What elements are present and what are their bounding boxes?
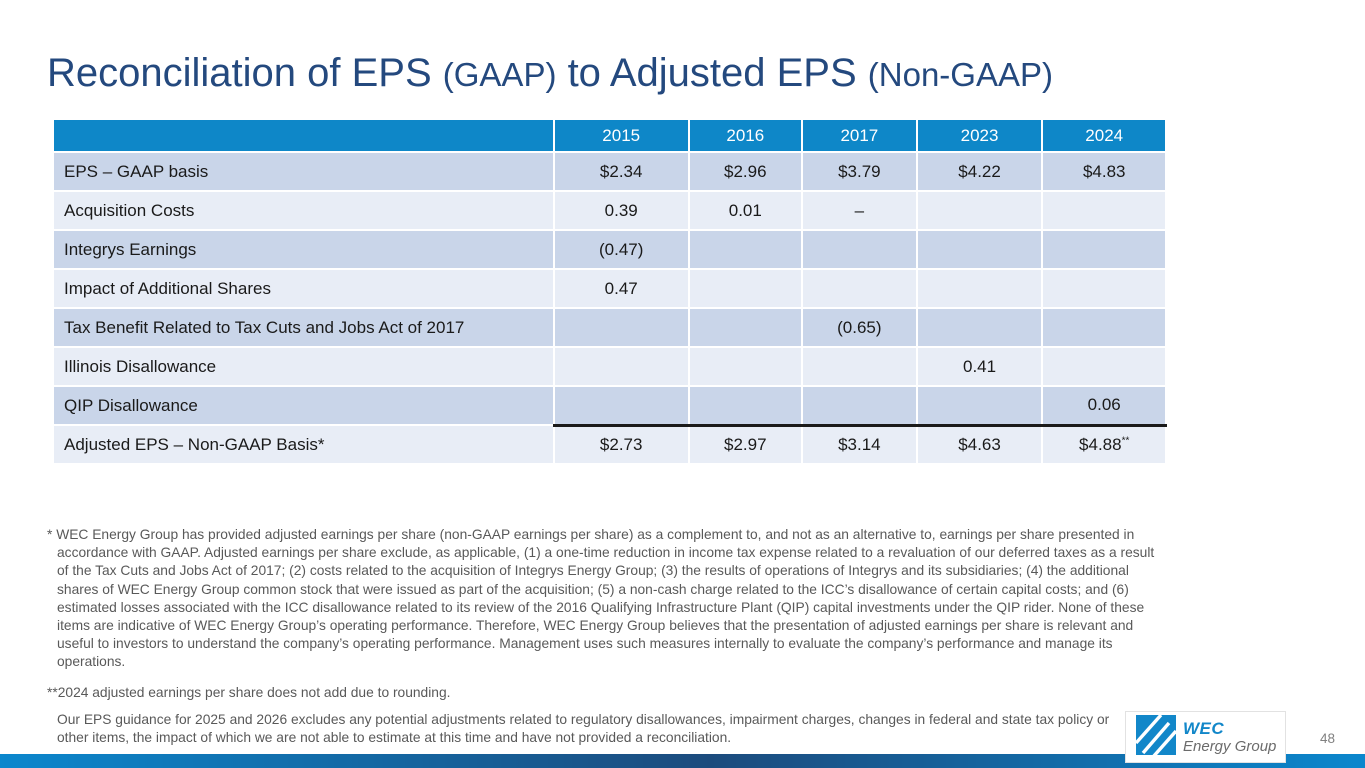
- row-label: Impact of Additional Shares: [52, 268, 555, 309]
- row-label: QIP Disallowance: [52, 385, 555, 426]
- title-segment-gaap: (GAAP): [442, 56, 557, 93]
- row-label: Tax Benefit Related to Tax Cuts and Jobs…: [52, 307, 555, 348]
- page-number: 48: [1320, 731, 1336, 746]
- cell-value: $4.63: [915, 423, 1044, 465]
- row-label: Integrys Earnings: [52, 229, 555, 270]
- title-segment-nongaap: (Non-GAAP): [867, 56, 1053, 93]
- cell-value: $2.73: [552, 423, 690, 465]
- cell-value: [1041, 268, 1167, 309]
- year-column-header: 2016: [687, 118, 804, 153]
- row-label: EPS – GAAP basis: [52, 151, 555, 192]
- wec-logo-icon: [1134, 713, 1178, 760]
- cell-value: $4.88**: [1041, 423, 1167, 465]
- table-corner-cell: [52, 118, 555, 153]
- cell-value: $2.97: [687, 423, 804, 465]
- wec-logo-wordmark: WEC Energy Group: [1183, 718, 1277, 755]
- cell-value: 0.41: [915, 346, 1044, 387]
- cell-value: [552, 307, 690, 348]
- cell-value: 0.47: [552, 268, 690, 309]
- cell-value: [687, 385, 804, 426]
- table-row: Tax Benefit Related to Tax Cuts and Jobs…: [52, 307, 1167, 348]
- row-label: Acquisition Costs: [52, 190, 555, 231]
- table-row: Impact of Additional Shares 0.47: [52, 268, 1167, 309]
- cell-value: [1041, 346, 1167, 387]
- wec-logo-text: WEC: [1183, 718, 1225, 738]
- cell-value: [801, 346, 918, 387]
- cell-value: [915, 268, 1044, 309]
- cell-value: [552, 385, 690, 426]
- cell-value: [1041, 190, 1167, 231]
- cell-value: $4.83: [1041, 151, 1167, 192]
- table-header-row: 2015 2016 2017 2023 2024: [52, 118, 1167, 153]
- cell-value: $3.14: [801, 423, 918, 465]
- footnote-guidance: Our EPS guidance for 2025 and 2026 exclu…: [57, 712, 1110, 746]
- cell-value: [552, 346, 690, 387]
- row-label: Adjusted EPS – Non-GAAP Basis*: [52, 424, 555, 465]
- cell-value: 0.01: [687, 190, 804, 231]
- cell-value: $3.79: [801, 151, 918, 192]
- eps-reconciliation-table: 2015 2016 2017 2023 2024 EPS – GAAP basis $2.…: [52, 118, 1167, 465]
- cell-value: [801, 385, 918, 426]
- table-row: EPS – GAAP basis $2.34 $2.96 $3.79 $4.22 $4.8…: [52, 151, 1167, 192]
- table-body: EPS – GAAP basis $2.34 $2.96 $3.79 $4.22 $4.8…: [52, 151, 1167, 465]
- cell-value: –: [801, 190, 918, 231]
- cell-value: (0.65): [801, 307, 918, 348]
- table-row: QIP Disallowance 0.06: [52, 385, 1167, 426]
- cell-value: [687, 268, 804, 309]
- year-column-header: 2017: [801, 118, 918, 153]
- wec-energy-group-logo: WEC Energy Group: [1125, 711, 1286, 763]
- cell-value: [1041, 229, 1167, 270]
- footnote-marker: **: [1121, 435, 1130, 447]
- page-title: Reconciliation of EPS (GAAP) to Adjusted…: [47, 48, 1297, 100]
- table-row: Illinois Disallowance 0.41: [52, 346, 1167, 387]
- cell-value: [915, 229, 1044, 270]
- table-row: Acquisition Costs 0.39 0.01–: [52, 190, 1167, 231]
- wec-logo-subtext: Energy Group: [1183, 737, 1277, 755]
- cell-value: $4.22: [915, 151, 1044, 192]
- cell-value: [687, 229, 804, 270]
- cell-value: [687, 307, 804, 348]
- year-column-header: 2015: [552, 118, 690, 153]
- cell-value: $2.96: [687, 151, 804, 192]
- row-label: Illinois Disallowance: [52, 346, 555, 387]
- table-row: Adjusted EPS – Non-GAAP Basis* $2.73 $2.97…: [52, 423, 1167, 465]
- title-segment: to Adjusted EPS: [556, 51, 868, 95]
- cell-value: [801, 268, 918, 309]
- year-column-header: 2024: [1041, 118, 1167, 153]
- bottom-accent-bar: [0, 754, 1365, 768]
- footnote-rounding: **2024 adjusted earnings per share does …: [47, 685, 451, 700]
- cell-value: 0.39: [552, 190, 690, 231]
- footnote-non-gaap-definition: * WEC Energy Group has provided adjusted…: [47, 527, 1155, 670]
- year-column-header: 2023: [915, 118, 1044, 153]
- cell-value: [915, 190, 1044, 231]
- cell-value: [915, 385, 1044, 426]
- title-segment: Reconciliation of EPS: [47, 51, 443, 95]
- cell-value: [687, 346, 804, 387]
- cell-value: [1041, 307, 1167, 348]
- cell-value: [915, 307, 1044, 348]
- cell-value: (0.47): [552, 229, 690, 270]
- cell-value: 0.06: [1041, 385, 1167, 426]
- table-row: Integrys Earnings (0.47): [52, 229, 1167, 270]
- cell-value: $2.34: [552, 151, 690, 192]
- cell-value: [801, 229, 918, 270]
